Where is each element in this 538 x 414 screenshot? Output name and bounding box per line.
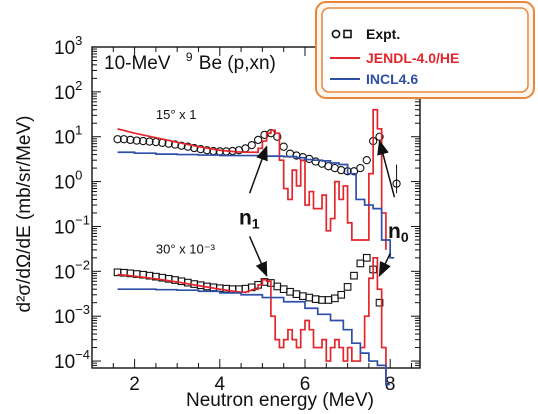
y-tick-label: 102 [54, 78, 82, 104]
data-point-circle [170, 140, 180, 149]
data-point-circle [362, 156, 371, 165]
data-point-circle [279, 142, 288, 151]
y-tick-exponent: 1 [75, 123, 82, 138]
data-point-square [279, 285, 288, 294]
data-point-circle [337, 165, 346, 175]
x-tick-label: 8 [385, 374, 396, 395]
data-point-circle [356, 163, 365, 173]
chart-title-prefix: 10-MeV [104, 53, 171, 74]
data-point-circle [392, 179, 401, 188]
data-point-square [337, 290, 346, 299]
series-group [113, 108, 401, 386]
data-point-circle [177, 141, 186, 150]
data-point-square [299, 292, 307, 300]
data-point-circle [138, 136, 148, 146]
y-tick-base: 10 [54, 38, 75, 59]
y-tick-exponent: 3 [75, 33, 82, 48]
y-tick-exponent: −1 [75, 212, 90, 227]
data-point-circle [145, 137, 154, 146]
arrow-n0-lower [378, 253, 391, 278]
y-tick-exponent: −4 [75, 347, 90, 362]
peak-label-n0-sub: 0 [401, 229, 409, 245]
peak-label-n0-main: n [388, 220, 401, 243]
x-tick-label: 2 [129, 374, 140, 395]
peak-label-n1-sub: 1 [252, 216, 260, 232]
legend-circle-marker [331, 29, 341, 39]
data-point-square [324, 296, 333, 304]
legend: Expt. JENDL-4.0/HE INCL4.6 [315, 1, 535, 99]
data-point-square [343, 283, 352, 291]
data-point-circle [247, 140, 256, 150]
arrow-n1-upper [248, 145, 268, 194]
y-tick-base: 10 [54, 128, 75, 149]
data-point-square [375, 298, 384, 307]
y-tick-label: 10−4 [54, 347, 90, 373]
plot-frame-group [91, 46, 421, 369]
y-tick-label: 100 [54, 168, 82, 194]
arrow-n0-upper [377, 139, 396, 198]
data-point-square [286, 287, 294, 296]
jendl-curve [117, 256, 387, 385]
data-point-circle [132, 136, 141, 145]
data-point-square [318, 296, 326, 304]
y-tick-exponent: −3 [75, 302, 90, 317]
y-tick-base: 10 [54, 307, 75, 328]
y-tick-base: 10 [54, 83, 75, 104]
data-point-square [305, 293, 314, 302]
data-point-circle [126, 135, 135, 145]
legend-label-jendl: JENDL-4.0/HE [366, 50, 459, 66]
y-tick-label: 103 [54, 33, 82, 59]
y-tick-base: 10 [54, 262, 75, 283]
y-tick-base: 10 [54, 352, 75, 373]
legend-square-marker [343, 29, 352, 39]
y-tick-label: 10−1 [54, 212, 90, 238]
chart-title-mass: 9 [186, 50, 193, 64]
incl-curve [117, 151, 395, 259]
annotation-15deg: 15° x 1 [156, 107, 197, 122]
peak-label-n0: n0 [388, 220, 409, 245]
data-point-square [350, 271, 358, 280]
y-axis-title: d²σ/dΩ/dE (mb/sr/MeV) [14, 116, 35, 313]
data-point-square [356, 259, 365, 268]
y-tick-label: 101 [54, 123, 82, 149]
y-tick-exponent: 0 [75, 168, 82, 183]
data-point-square [273, 282, 282, 291]
legend-label-expt: Expt. [366, 26, 400, 42]
peak-label-n1-main: n [239, 207, 252, 230]
data-point-square [362, 253, 371, 262]
y-tick-base: 10 [54, 217, 75, 238]
annotation-30deg: 30° x 10⁻³ [156, 241, 216, 256]
data-point-circle [253, 135, 263, 145]
arrow-n1-lower [248, 236, 268, 278]
data-point-circle [183, 142, 192, 151]
data-point-square [330, 294, 339, 303]
x-tick-label: 4 [215, 374, 226, 395]
legend-label-incl: INCL4.6 [366, 71, 418, 87]
peak-label-n1: n1 [239, 207, 260, 232]
legend-inner-border [321, 7, 529, 93]
y-tick-label: 10−3 [54, 302, 90, 328]
y-tick-exponent: −2 [75, 257, 90, 272]
data-point-circle [119, 135, 129, 144]
y-tick-exponent: 2 [75, 78, 82, 93]
y-tick-label: 10−2 [54, 257, 90, 283]
data-point-square [292, 290, 301, 298]
data-point-circle [349, 167, 359, 176]
plot-frame [91, 46, 421, 369]
x-tick-label: 6 [300, 374, 311, 395]
y-tick-base: 10 [54, 173, 75, 194]
chart-title-nucleus: Be (p,xn) [199, 53, 276, 74]
jendl-curve [117, 108, 387, 250]
data-point-circle [113, 135, 122, 144]
data-point-circle [190, 143, 199, 153]
incl-curve [117, 288, 390, 386]
data-point-square [311, 295, 320, 303]
annotation-group: 15° x 130° x 10⁻³n1 n0 [156, 107, 409, 278]
data-point-circle [196, 144, 205, 154]
chart-title: 10-MeV 9 Be (p,xn) [104, 45, 276, 74]
x-axis-title: Neutron energy (MeV) [186, 390, 374, 411]
data-point-circle [202, 146, 212, 155]
